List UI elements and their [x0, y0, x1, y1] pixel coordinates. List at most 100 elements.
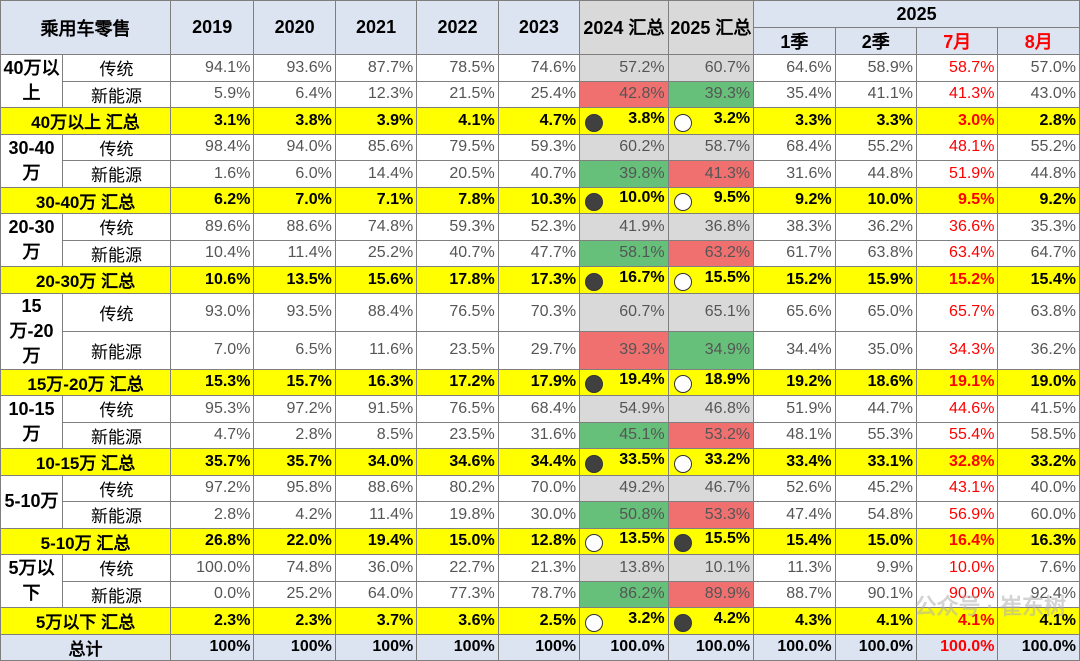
price-group-label: 30-40万: [0, 133, 64, 188]
q1-header: 1季: [753, 27, 836, 55]
open-circle-icon: [673, 454, 692, 473]
year-share-cell: 11.4%: [253, 239, 336, 267]
sum-2025-subtotal-value: 15.5%: [704, 530, 751, 548]
year-share-cell: 98.4%: [169, 133, 255, 161]
period-share-cell: 48.1%: [915, 133, 999, 161]
sum-2025-cell: 65.1%: [667, 292, 755, 332]
year-share-cell: 80.2%: [416, 474, 499, 502]
powertrain-label: 传统: [62, 213, 171, 241]
sum-2024-cell: 39.8%: [579, 160, 669, 188]
subtotal-label: 40万以上 汇总: [0, 107, 171, 135]
year-share-cell: 93.6%: [253, 54, 336, 82]
sum-2024-subtotal-cell: 19.4%: [579, 368, 669, 396]
subtotal-year-cell: 35.7%: [253, 448, 336, 476]
year-share-cell: 2.8%: [169, 501, 255, 529]
year-share-cell: 76.5%: [416, 395, 499, 423]
sum-2025-cell: 53.2%: [667, 421, 755, 449]
period-share-cell: 65.6%: [753, 292, 836, 332]
total-year-cell: 100%: [416, 633, 499, 661]
jul-header: 7月: [915, 27, 999, 55]
table-row: 40万以上 传统 94.1% 93.6% 87.7% 78.5% 74.6% 57.2% 60.…: [0, 54, 1080, 108]
sum-2025-subtotal-cell: 18.9%: [667, 368, 755, 396]
year-share-cell: 36.0%: [334, 554, 418, 582]
aug-header: 8月: [997, 27, 1080, 55]
sum-2024-cell: 42.8%: [579, 80, 669, 108]
year-share-cell: 88.6%: [334, 474, 418, 502]
subtotal-year-cell: 15.7%: [253, 368, 336, 396]
period-share-cell: 92.4%: [997, 580, 1080, 608]
year-share-cell: 70.3%: [497, 292, 581, 332]
subtotal-row: 5-10万 汇总 26.8% 22.0% 19.4% 15.0% 12.8% 13.5% 15…: [0, 527, 1080, 555]
total-2025-cell: 100.0%: [667, 633, 755, 661]
powertrain-label: 新能源: [62, 80, 171, 108]
sum-2024-cell: 86.2%: [579, 580, 669, 608]
price-group-label: 40万以上: [0, 54, 64, 108]
total-period-cell: 100.0%: [997, 633, 1080, 661]
year-share-cell: 23.5%: [416, 421, 499, 449]
period-share-cell: 55.3%: [834, 421, 918, 449]
year-share-cell: 78.7%: [497, 580, 581, 608]
year-share-cell: 6.0%: [253, 160, 336, 188]
year-share-cell: 12.3%: [334, 80, 418, 108]
year-share-cell: 74.8%: [253, 554, 336, 582]
year-share-cell: 40.7%: [416, 239, 499, 267]
powertrain-label: 传统: [62, 292, 171, 332]
year-share-cell: 64.0%: [334, 580, 418, 608]
year-share-cell: 25.2%: [253, 580, 336, 608]
period-share-cell: 34.3%: [915, 330, 999, 370]
subtotal-label: 5-10万 汇总: [0, 527, 171, 555]
filled-circle-icon: [585, 193, 604, 212]
period-share-cell: 55.2%: [997, 133, 1080, 161]
period-share-cell: 43.1%: [915, 474, 999, 502]
period-share-cell: 58.5%: [997, 421, 1080, 449]
sum-2025-subtotal-value: 4.2%: [713, 609, 751, 627]
year-share-cell: 77.3%: [416, 580, 499, 608]
year-share-cell: 0.0%: [169, 580, 255, 608]
sum-2024-cell: 50.8%: [579, 501, 669, 529]
period-share-cell: 65.0%: [834, 292, 918, 332]
year-share-cell: 97.2%: [253, 395, 336, 423]
table-body: 40万以上 传统 94.1% 93.6% 87.7% 78.5% 74.6% 57.2% 60.…: [0, 54, 1080, 661]
year-share-cell: 5.9%: [169, 80, 255, 108]
subtotal-period-cell: 4.1%: [915, 607, 999, 635]
subtotal-year-cell: 3.1%: [169, 107, 255, 135]
period-share-cell: 90.0%: [915, 580, 999, 608]
period-share-cell: 41.5%: [997, 395, 1080, 423]
subtotal-period-cell: 16.4%: [915, 527, 999, 555]
period-share-cell: 45.2%: [834, 474, 918, 502]
year-share-cell: 59.3%: [416, 213, 499, 241]
subtotal-period-cell: 9.2%: [997, 186, 1080, 214]
subtotal-label: 15万-20万 汇总: [0, 368, 171, 396]
subtotal-period-cell: 32.8%: [915, 448, 999, 476]
subtotal-year-cell: 7.8%: [416, 186, 499, 214]
sum-2024-subtotal-value: 16.7%: [619, 268, 665, 286]
table-row: 新能源 5.9% 6.4% 12.3% 21.5% 25.4% 42.8% 39.3% 35.4…: [1, 80, 1080, 108]
powertrain-label: 传统: [62, 133, 171, 161]
table-row: 20-30万 传统 89.6% 88.6% 74.8% 59.3% 52.3% 41.9% 36…: [0, 213, 1080, 267]
subtotal-period-cell: 4.3%: [753, 607, 836, 635]
sum-2025-cell: 41.3%: [667, 160, 755, 188]
subtotal-period-cell: 10.0%: [834, 186, 918, 214]
subtotal-year-cell: 2.5%: [497, 607, 581, 635]
table-row: 新能源 7.0% 6.5% 11.6% 23.5% 29.7% 39.3% 34.9% 34.4…: [1, 330, 1080, 370]
sum-2024-subtotal-value: 33.5%: [619, 450, 665, 468]
table-row: 新能源 1.6% 6.0% 14.4% 20.5% 40.7% 39.8% 41.3% 31.6…: [1, 160, 1080, 188]
year-share-cell: 70.0%: [497, 474, 581, 502]
open-circle-icon: [585, 534, 604, 553]
year-share-cell: 93.0%: [169, 292, 255, 332]
subtotal-period-cell: 19.1%: [915, 368, 999, 396]
subtotal-period-cell: 15.4%: [997, 266, 1080, 294]
sum-2024-cell: 57.2%: [579, 54, 669, 82]
price-group-label: 5万以下: [0, 554, 64, 608]
period-share-cell: 11.3%: [753, 554, 836, 582]
sum-2024-cell: 60.7%: [579, 292, 669, 332]
powertrain-label: 传统: [62, 395, 171, 423]
subtotal-period-cell: 4.1%: [997, 607, 1080, 635]
year-share-cell: 30.0%: [497, 501, 581, 529]
period-share-cell: 55.4%: [915, 421, 999, 449]
subtotal-label: 10-15万 汇总: [0, 448, 171, 476]
table-row: 5万以下 传统 100.0% 74.8% 36.0% 22.7% 21.3% 13.8% 10.…: [0, 554, 1080, 608]
sum-2024-subtotal-value: 13.5%: [619, 530, 665, 548]
total-year-cell: 100%: [334, 633, 418, 661]
